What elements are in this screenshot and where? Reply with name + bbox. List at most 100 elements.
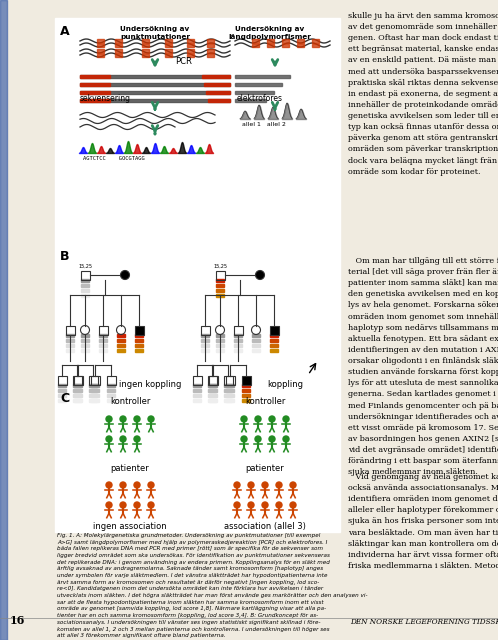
Bar [216,344,224,346]
Bar [206,91,230,94]
Text: PCR: PCR [175,58,192,67]
Bar [74,399,82,401]
Bar [252,339,260,342]
Text: allel 1   allel 2: allel 1 allel 2 [242,122,286,127]
Circle shape [120,482,126,488]
Bar [74,384,82,387]
Bar [117,349,125,351]
Bar [201,349,209,351]
Bar [165,54,172,57]
Bar [80,91,230,94]
Bar [99,334,107,337]
Bar [226,399,234,401]
Text: DEN NORSKE LEGEFORENING TIDSSKR. 2006; 114 nr. 1: DEN NORSKE LEGEFORENING TIDSSKR. 2006; 1… [350,618,498,626]
Circle shape [148,502,154,508]
Bar [252,349,260,351]
Bar [193,399,201,401]
Text: Fig. 1. A: Molekylärgenetiska grundmetoder. Undersökning av punktmutationer [til: Fig. 1. A: Molekylärgenetiska grundmetod… [57,533,368,638]
Bar [297,39,304,42]
Bar [234,326,243,335]
Bar [312,44,319,47]
Bar [91,384,99,387]
Bar [97,49,104,52]
Bar [66,334,74,337]
Bar [193,376,202,385]
Text: A: A [60,25,70,38]
Text: kontroller: kontroller [110,397,150,406]
Circle shape [262,482,268,488]
Bar [57,376,67,385]
Bar [216,289,224,291]
Bar [99,344,107,346]
Bar [226,384,234,387]
Text: 15,25: 15,25 [78,264,92,269]
Bar [270,339,278,342]
Circle shape [134,502,140,508]
Bar [209,399,217,401]
Bar [80,83,110,86]
Bar [216,294,224,296]
Circle shape [269,416,275,422]
Bar [165,44,172,47]
Bar [269,326,278,335]
Bar [252,344,260,346]
Bar [135,349,143,351]
Bar [226,394,234,397]
Bar [207,49,214,52]
Bar [270,344,278,346]
Text: Vid genomgäng av hela genomet kan man
ocksä använda associationsanalys. Mälet är: Vid genomgäng av hela genomet kan man oc… [348,473,498,570]
Bar [0,0,7,640]
Bar [208,99,230,102]
Bar [135,334,143,337]
Bar [234,334,242,337]
Circle shape [241,416,247,422]
Bar [58,399,66,401]
Bar [135,344,143,346]
Bar [216,339,224,342]
Text: 16: 16 [10,615,25,626]
Bar [242,394,250,397]
Bar [224,389,232,392]
Bar [235,75,290,78]
Circle shape [255,416,261,422]
Circle shape [106,436,112,442]
Bar [117,334,125,337]
Bar [252,39,259,42]
Bar [209,384,217,387]
Text: koppling: koppling [267,380,303,389]
Bar [115,49,122,52]
Circle shape [255,271,264,280]
Bar [99,326,108,335]
Bar [193,394,201,397]
Bar [187,49,194,52]
Circle shape [262,502,268,508]
Bar [73,394,81,397]
Bar [81,271,90,280]
Text: Om man har tillgäng till ett större familjema-
terial [det vill säga prover frän: Om man har tillgäng till ett större fami… [348,257,498,476]
Bar [235,83,282,86]
Bar [80,83,230,86]
Bar [91,389,99,392]
Bar [80,75,110,78]
Bar [115,39,122,42]
Circle shape [234,482,240,488]
Bar [80,75,230,78]
Bar [99,349,107,351]
Text: association (allel 3): association (allel 3) [224,522,306,531]
Text: kontroller: kontroller [245,397,285,406]
Bar [89,399,97,401]
Bar [89,384,97,387]
Bar [208,399,216,401]
Circle shape [290,482,296,488]
Bar [80,99,230,102]
Bar [187,44,194,47]
Bar [216,284,224,287]
Bar [115,54,122,57]
Circle shape [241,436,247,442]
Bar [107,389,115,392]
Bar [226,389,234,392]
Bar [234,349,242,351]
Bar [97,39,104,42]
Bar [91,376,100,385]
Bar [242,399,250,401]
